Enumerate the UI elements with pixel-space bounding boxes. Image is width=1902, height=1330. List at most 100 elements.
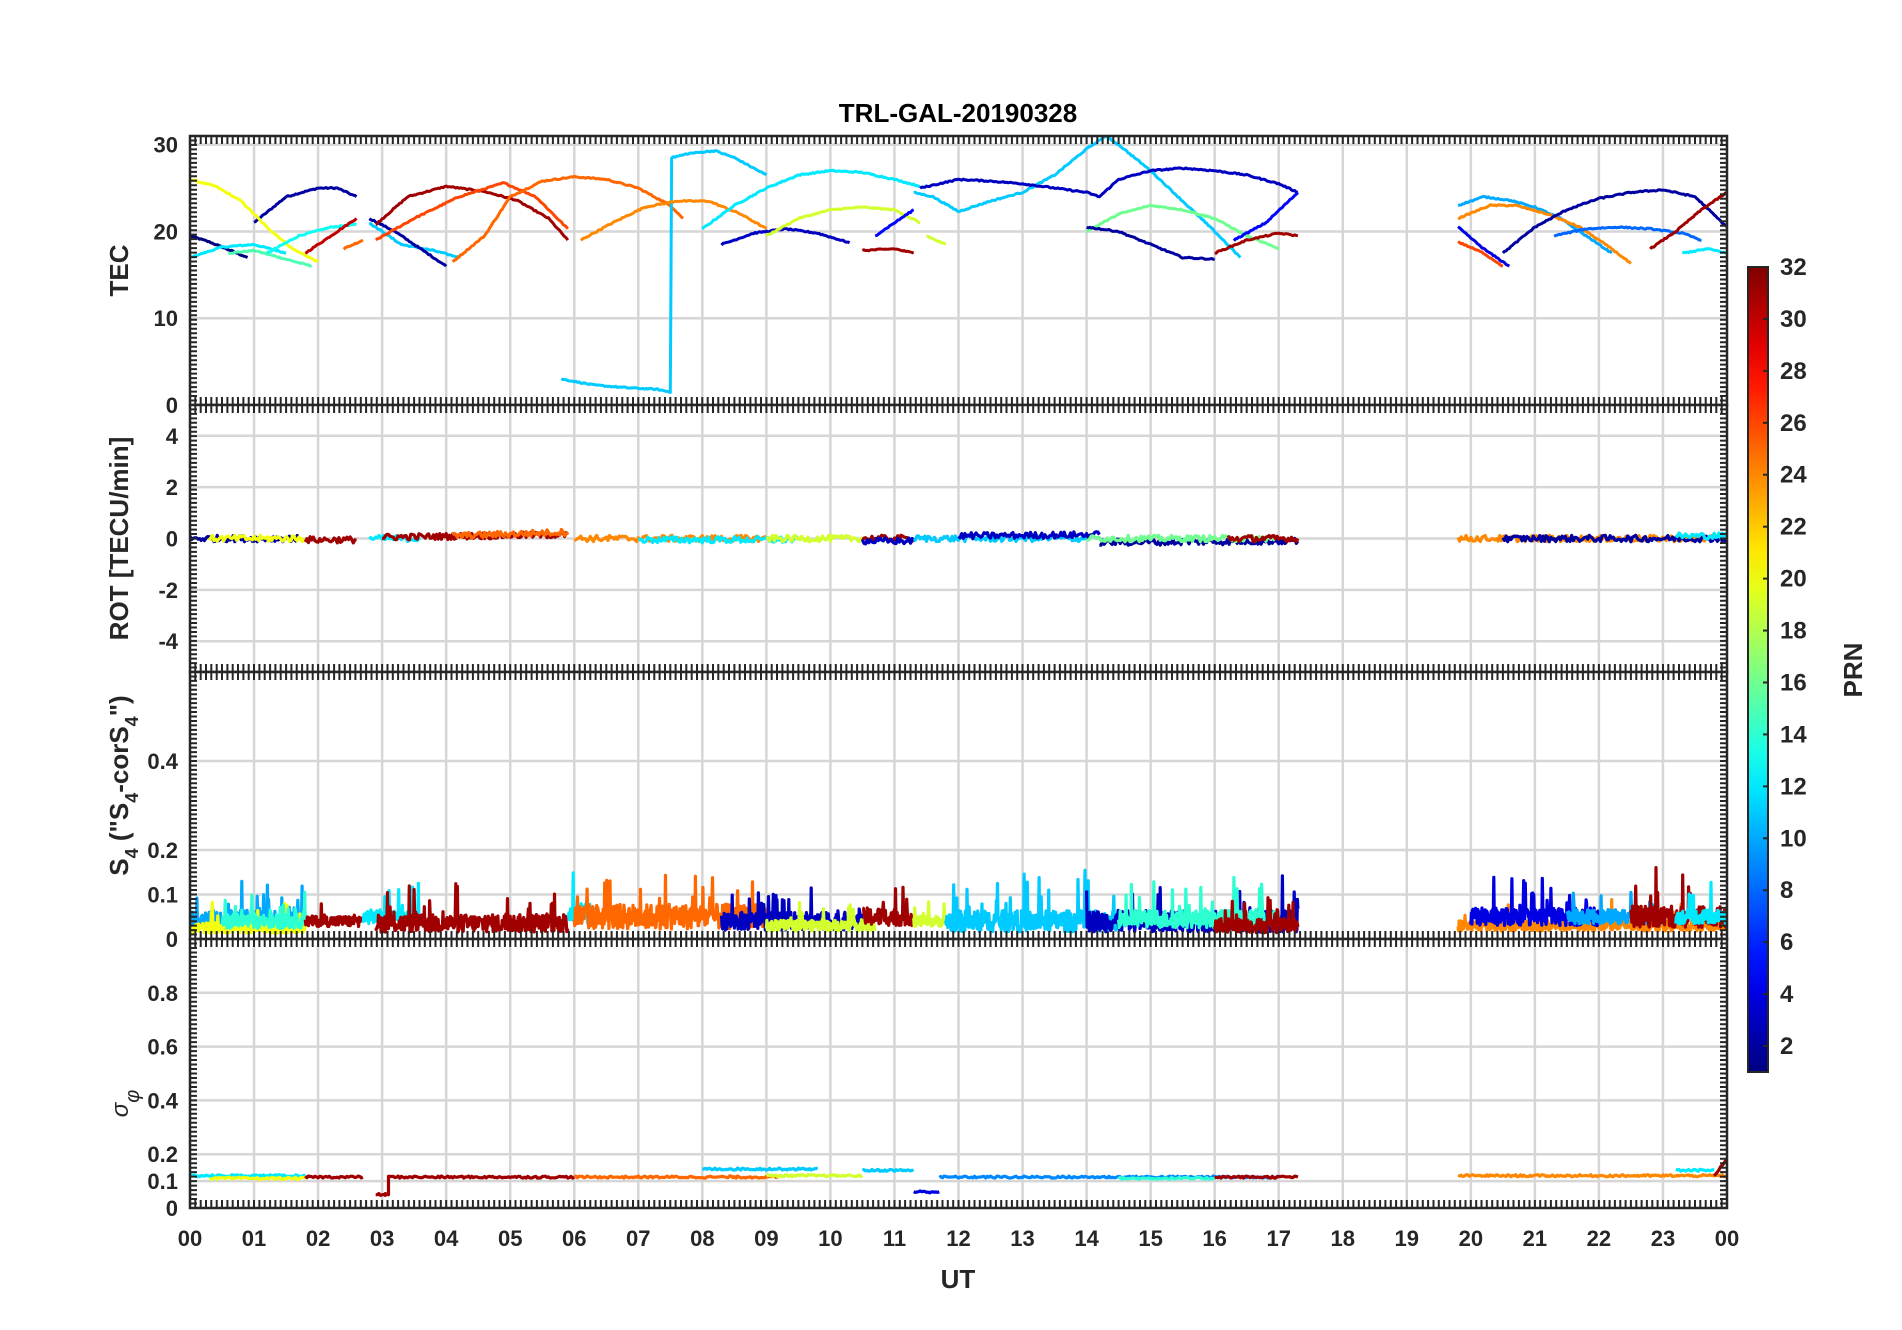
- minor-ticks: [189, 938, 1728, 1209]
- x-tick-label: 13: [1010, 1226, 1034, 1251]
- minor-ticks: [189, 671, 1728, 940]
- series-group-sigma_phi: [190, 1158, 1727, 1197]
- series-prn-11: [702, 1166, 819, 1172]
- y-tick-label: 0.6: [147, 1035, 178, 1060]
- colorbar-tick-label: 6: [1780, 929, 1793, 956]
- series-prn-3: [860, 536, 916, 546]
- series-prn-24: [1457, 203, 1632, 265]
- x-tick-label: 18: [1331, 1226, 1355, 1251]
- x-tick-label: 03: [370, 1226, 394, 1251]
- y-tick-label: 0.1: [147, 883, 178, 908]
- series-prn-25: [451, 527, 570, 540]
- y-tick-label: 0.2: [147, 838, 178, 863]
- x-tick-label: 04: [434, 1226, 459, 1251]
- x-tick-label: 17: [1266, 1226, 1290, 1251]
- y-tick-label: -4: [158, 629, 178, 654]
- x-tick-label: 07: [626, 1226, 650, 1251]
- series-prn-19: [764, 901, 877, 933]
- series-prn-16: [1086, 203, 1280, 251]
- series-prn-31: [374, 882, 570, 934]
- series-prn-20: [190, 178, 320, 263]
- series-group-rot: [190, 527, 1727, 547]
- series-prn-3: [919, 166, 1299, 199]
- chart-title: TRL-GAL-20190328: [839, 98, 1077, 128]
- series-prn-5: [874, 208, 915, 238]
- colorbar-tick-label: 4: [1780, 981, 1794, 1008]
- series-group-s4: [190, 866, 1727, 935]
- colorbar-tick-label: 22: [1780, 514, 1807, 541]
- series-prn-3: [720, 226, 851, 247]
- x-axis-label: UT: [941, 1264, 976, 1294]
- series-prn-31: [1214, 231, 1299, 255]
- x-tick-label: 02: [306, 1226, 330, 1251]
- panel-tec: 0 10 20 30 TEC: [104, 133, 1729, 418]
- x-tick-label: 16: [1202, 1226, 1226, 1251]
- series-prn-24: [1456, 898, 1727, 933]
- x-tick-label: 09: [754, 1226, 778, 1251]
- x-tick-label: 15: [1138, 1226, 1162, 1251]
- series-prn-4: [1457, 225, 1511, 268]
- y-tick-label: 2: [166, 475, 178, 500]
- series-prn-19: [765, 1173, 864, 1179]
- x-tick-label: 14: [1074, 1226, 1099, 1251]
- x-tick-label: 21: [1523, 1226, 1547, 1251]
- series-prn-19: [765, 205, 921, 237]
- series-prn-12: [1675, 1167, 1715, 1173]
- series-prn-2: [253, 186, 358, 224]
- y-tick-label: 0.8: [147, 981, 178, 1006]
- x-tick-label: 19: [1395, 1226, 1419, 1251]
- y-axis-label: TEC: [104, 244, 134, 296]
- series-prn-31: [1226, 534, 1300, 544]
- colorbar-tick-label: 8: [1780, 877, 1793, 904]
- series-prn-2: [368, 217, 448, 268]
- series-prn-14: [220, 890, 307, 930]
- series-group-tec: [190, 136, 1727, 394]
- colorbar-tick-label: 2: [1780, 1033, 1793, 1060]
- series-prn-15: [228, 248, 312, 268]
- series-prn-26: [1457, 240, 1504, 268]
- series-prn-31: [861, 885, 916, 928]
- y-tick-label: 0.2: [147, 1142, 178, 1167]
- series-prn-2: [1501, 188, 1727, 254]
- series-prn-24: [1457, 1173, 1727, 1179]
- series-prn-12: [190, 242, 287, 259]
- series-prn-11: [862, 1167, 914, 1173]
- colorbar-tick-label: 10: [1780, 825, 1807, 852]
- x-tick-label: 10: [818, 1226, 842, 1251]
- y-tick-label: 0.4: [147, 1088, 178, 1113]
- panel-rot: -4 -2 0 2 4 ROT [TECU/min]: [104, 403, 1729, 674]
- series-prn-25: [342, 238, 364, 251]
- x-tick-label: 01: [242, 1226, 266, 1251]
- colorbar-tick-label: 18: [1780, 618, 1807, 645]
- x-tick-label: 23: [1651, 1226, 1675, 1251]
- series-prn-20: [207, 533, 307, 543]
- x-tick-label: 12: [946, 1226, 970, 1251]
- series-prn-25: [451, 174, 685, 263]
- series-prn-30: [304, 217, 358, 255]
- y-tick-label: 0: [166, 527, 178, 552]
- series-prn-19: [765, 533, 863, 544]
- series-prn-31: [861, 247, 915, 255]
- panel-s4: 0 0.1 0.2 0.4S4 ("S4-corS4"): [104, 670, 1729, 952]
- x-tick-label: 22: [1587, 1226, 1611, 1251]
- y-axis-label: ROT [TECU/min]: [104, 437, 134, 641]
- series-prn-31: [304, 1174, 364, 1180]
- series-prn-31: [375, 184, 570, 241]
- series-prn-31: [303, 902, 365, 929]
- y-tick-label: 0: [166, 927, 178, 952]
- x-tick-label: 00: [1715, 1226, 1739, 1251]
- colorbar-tick-label: 32: [1780, 254, 1807, 281]
- series-prn-19: [912, 900, 948, 928]
- series-prn-31: [303, 535, 357, 545]
- colorbar-label: PRN: [1838, 643, 1868, 698]
- x-tick-label: 06: [562, 1226, 586, 1251]
- y-tick-label: 20: [154, 219, 178, 244]
- series-prn-31: [1214, 1174, 1299, 1180]
- series-prn-24: [579, 199, 768, 242]
- series-prn-26: [375, 181, 569, 241]
- series-prn-4: [913, 1189, 940, 1195]
- series-prn-31: [1649, 190, 1727, 250]
- y-tick-label: 0: [166, 1196, 178, 1221]
